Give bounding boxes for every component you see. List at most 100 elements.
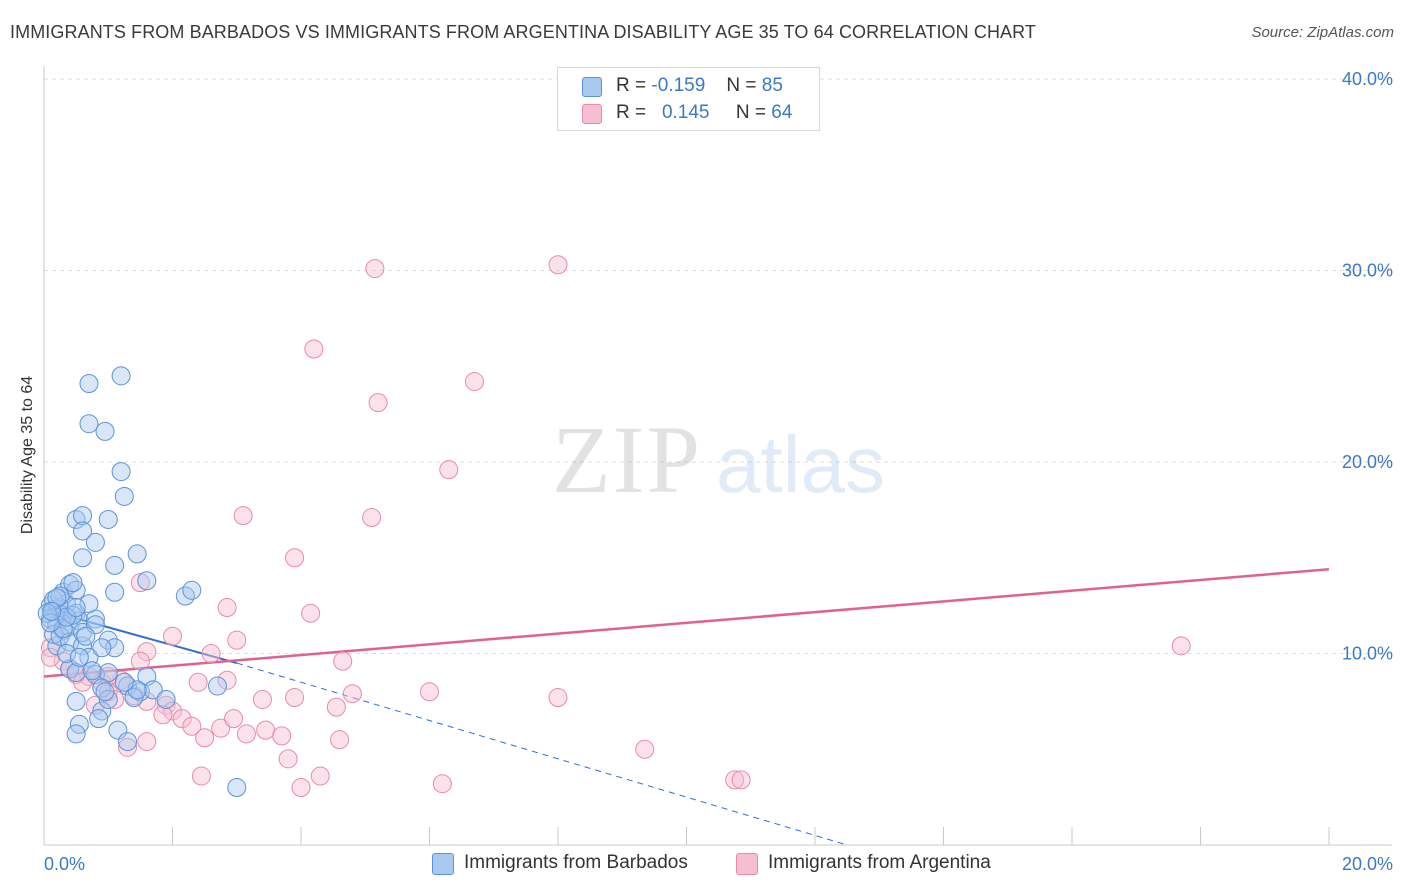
points-barbados — [37, 366, 247, 798]
argentina-point — [211, 718, 231, 738]
y-tick-label: 30.0% — [1342, 261, 1393, 281]
barbados-point — [44, 624, 64, 644]
barbados-point — [111, 366, 131, 386]
watermark-atlas: atlas — [716, 420, 885, 509]
barbados-point — [56, 594, 76, 614]
argentina-point — [548, 688, 568, 708]
barbados-point — [118, 732, 138, 752]
argentina-point — [130, 573, 150, 593]
barbados-point — [156, 689, 176, 709]
argentina-point — [172, 709, 192, 729]
barbados-point — [207, 676, 227, 696]
barbados-point — [69, 647, 89, 667]
barbados-point — [66, 691, 86, 711]
argentina-point — [163, 626, 182, 646]
barbados-point — [66, 663, 86, 683]
barbados-point — [56, 607, 76, 627]
barbados-point — [79, 414, 99, 434]
barbados-point — [92, 678, 112, 698]
barbados-point — [143, 680, 163, 700]
argentina-point — [195, 728, 215, 748]
source-label: Source: ZipAtlas.com — [1251, 24, 1394, 41]
barbados-point — [105, 555, 125, 575]
argentina-point — [439, 460, 459, 480]
barbados-point — [56, 644, 76, 663]
barbados-point — [73, 548, 93, 568]
barbados-point — [98, 509, 118, 529]
argentina-point — [233, 506, 253, 526]
argentina-point — [420, 682, 439, 702]
argentina-point — [40, 647, 60, 667]
argentina-legend-swatch — [736, 853, 758, 875]
argentina-point — [330, 730, 350, 750]
argentina-trend-line — [43, 567, 1330, 678]
argentina-point — [224, 709, 244, 729]
argentina-point — [304, 339, 324, 359]
argentina-point — [217, 670, 237, 690]
trend-lines — [43, 567, 1330, 846]
argentina-point — [362, 508, 382, 528]
argentina-point — [236, 724, 256, 744]
argentina-point — [432, 774, 452, 794]
argentina-point — [188, 672, 208, 692]
argentina-point — [163, 701, 182, 721]
barbados-point — [63, 605, 83, 625]
r-label: R = — [616, 102, 647, 123]
y-tick-label: 20.0% — [1342, 452, 1393, 472]
barbados-point — [105, 582, 125, 602]
barbados-point — [111, 462, 131, 482]
argentina-point — [217, 598, 237, 618]
barbados-point — [79, 373, 99, 393]
barbados-point — [95, 421, 115, 441]
argentina-point — [201, 644, 221, 663]
barbados-point — [182, 580, 202, 600]
argentina-point — [725, 770, 745, 790]
y-tick-label: 10.0% — [1342, 644, 1393, 664]
argentina-point — [291, 778, 311, 798]
barbados-r-value: -0.159 — [651, 75, 706, 96]
barbados-point — [114, 672, 134, 692]
barbados-point — [92, 638, 112, 658]
x-tick-label: 20.0% — [1342, 854, 1393, 874]
barbados-point — [95, 682, 115, 702]
argentina-point — [191, 766, 211, 786]
argentina-point — [464, 372, 484, 392]
points-argentina — [40, 255, 1191, 798]
barbados-point — [98, 689, 118, 709]
barbados-point — [227, 778, 247, 798]
barbados-point — [73, 521, 93, 541]
argentina-point — [256, 720, 276, 740]
axes — [43, 66, 1392, 846]
watermark: ZIP atlas — [552, 406, 885, 513]
barbados-point — [66, 724, 86, 744]
barbados-legend-label: Immigrants from Barbados — [464, 852, 688, 873]
argentina-point — [272, 726, 292, 746]
argentina-point — [278, 749, 298, 769]
argentina-point — [118, 737, 138, 757]
barbados-trend-line — [43, 608, 238, 665]
barbados-point — [50, 626, 70, 646]
barbados-trend-extension — [236, 662, 848, 846]
barbados-point — [66, 598, 86, 618]
argentina-point — [137, 732, 157, 752]
y-tick-label: 40.0% — [1342, 69, 1393, 89]
barbados-point — [85, 532, 105, 552]
barbados-point — [79, 594, 99, 614]
argentina-point — [285, 688, 305, 708]
tick-labels: 10.0% 20.0% 30.0% 40.0% 0.0% 20.0% — [44, 69, 1393, 874]
n-label: N = — [735, 102, 767, 123]
argentina-point — [301, 603, 321, 623]
barbados-point — [53, 619, 73, 639]
y-axis-label: Disability Age 35 to 64 — [19, 375, 36, 535]
barbados-point — [66, 603, 86, 623]
argentina-point — [105, 689, 125, 709]
barbados-point — [76, 626, 96, 646]
argentina-point — [137, 642, 157, 662]
barbados-point — [82, 661, 102, 681]
argentina-point — [365, 259, 385, 279]
barbados-point — [42, 601, 62, 621]
argentina-point — [153, 705, 173, 725]
argentina-point — [342, 684, 362, 704]
x-tick-label: 0.0% — [44, 854, 85, 874]
